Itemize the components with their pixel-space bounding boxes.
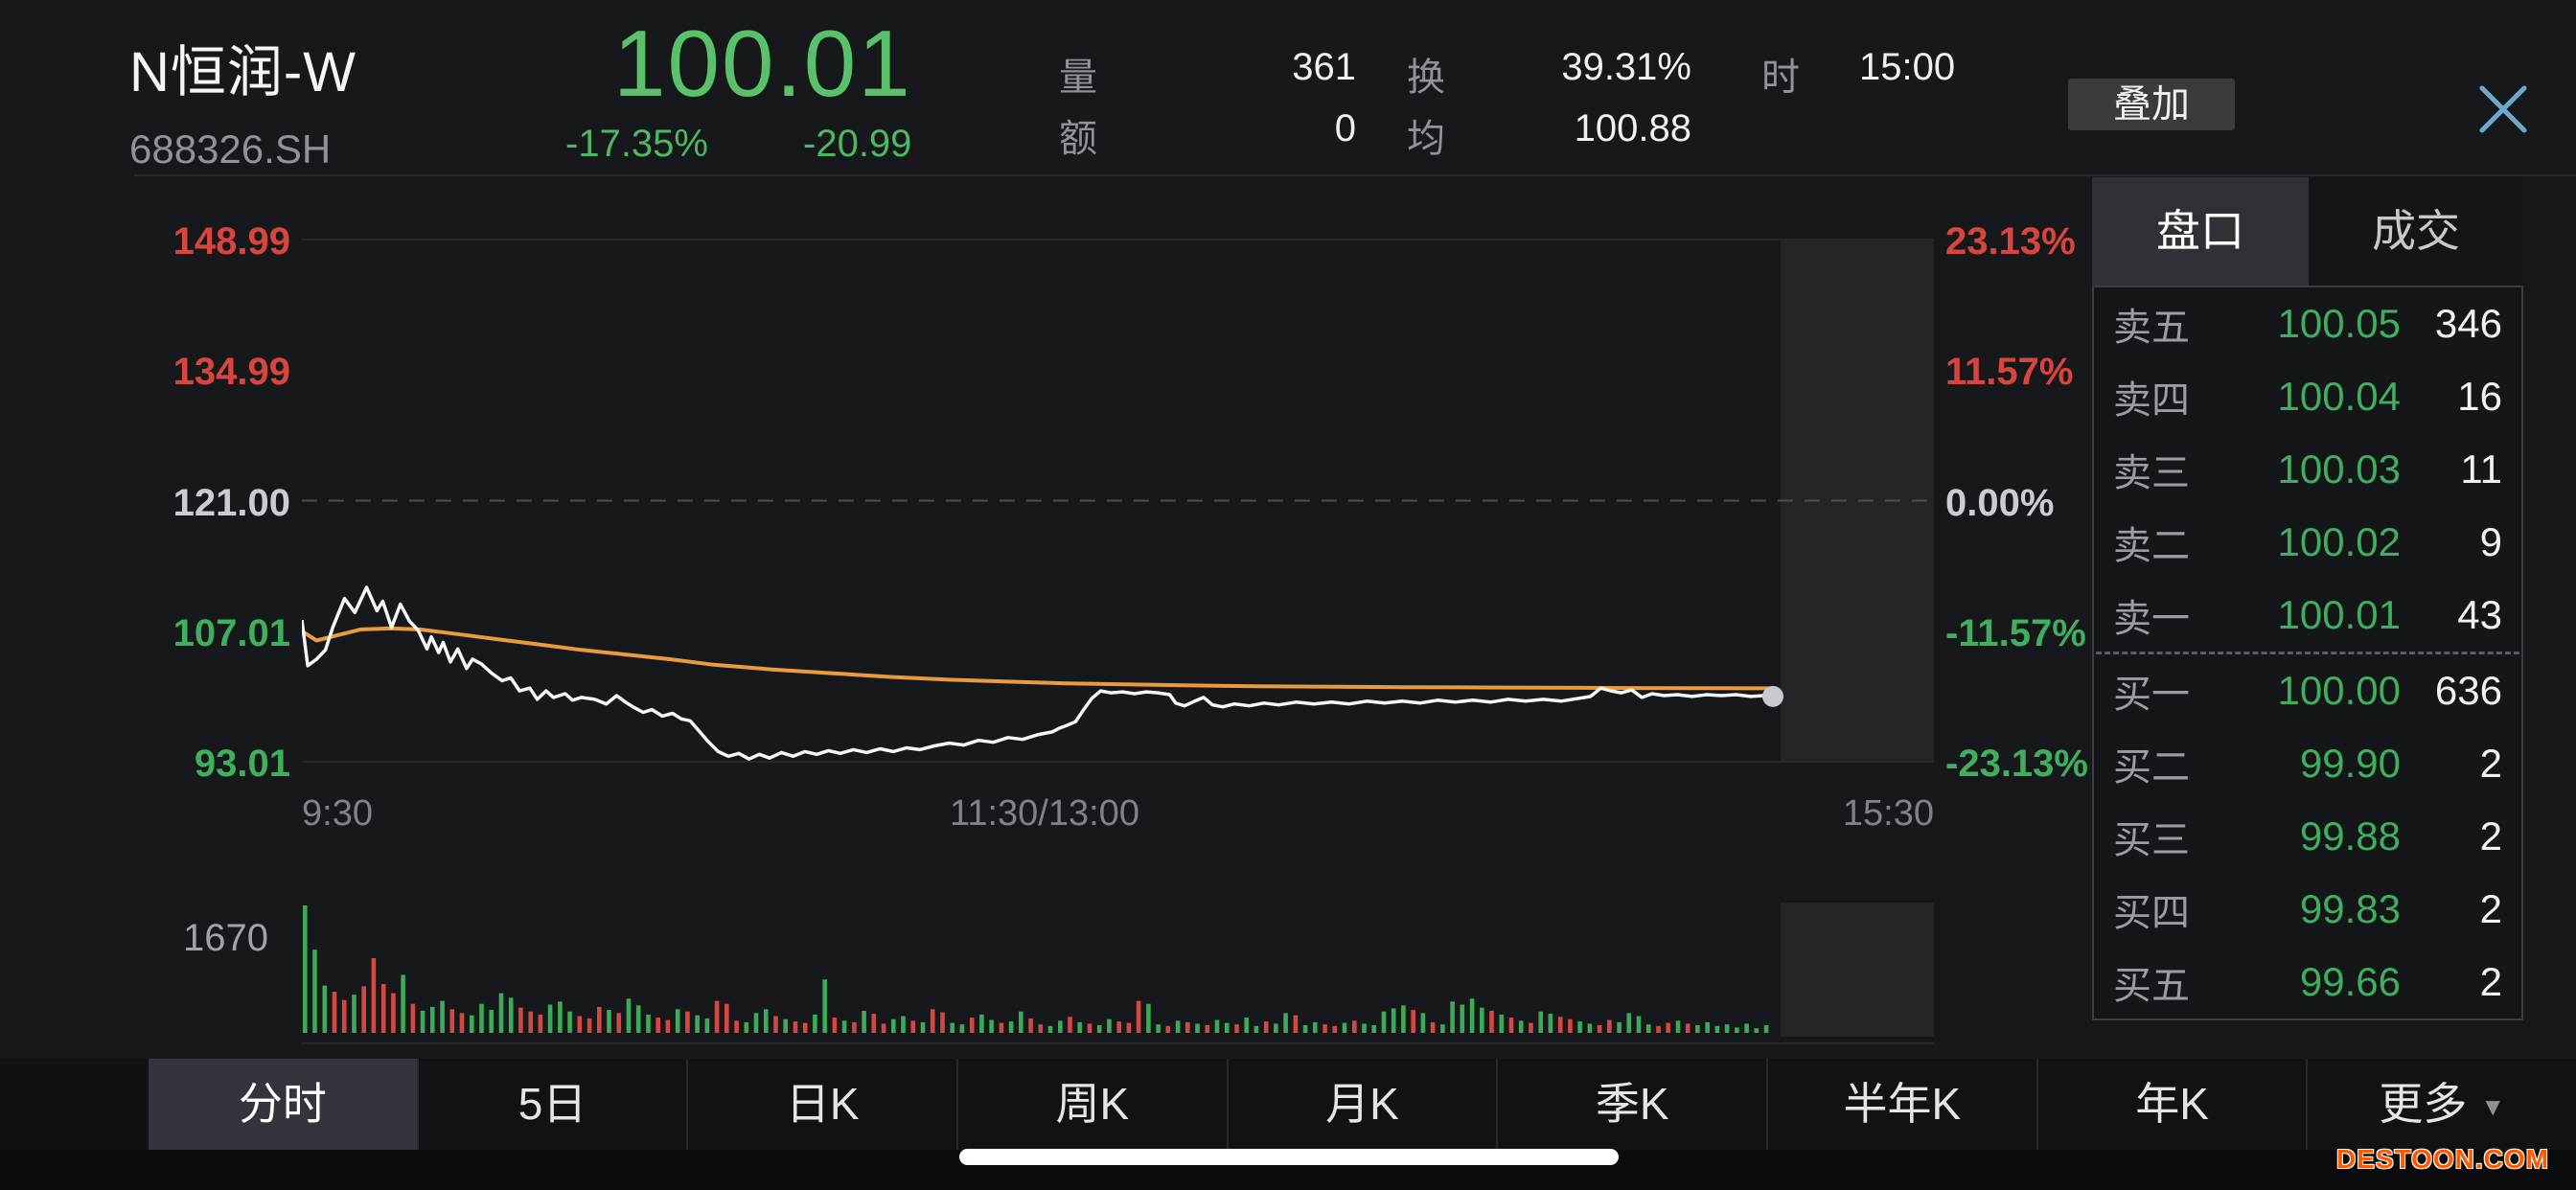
stat-value-time: 15:00 xyxy=(1859,46,1956,88)
y-axis-pct-zero: 0.00% xyxy=(1945,482,2055,524)
ask-volume: 346 xyxy=(2434,301,2502,346)
volume-axis-label: 1670 xyxy=(183,917,268,959)
tab-more-label: 更多 xyxy=(2379,1079,2468,1129)
ask-price: 100.05 xyxy=(2277,301,2401,346)
tab-yearly-k[interactable]: 年K xyxy=(2036,1059,2307,1150)
y-axis-price-107: 107.01 xyxy=(172,612,290,654)
ask-row-1[interactable]: 卖一 100.01 43 xyxy=(2094,579,2521,652)
change-percent: -17.35% xyxy=(565,123,708,165)
bid-volume: 2 xyxy=(2479,959,2502,1004)
ask-row-4[interactable]: 卖四 100.04 16 xyxy=(2094,360,2521,433)
bid-label: 买四 xyxy=(2113,892,2190,934)
stat-value-amount: 0 xyxy=(1334,107,1356,149)
stat-value-volume: 361 xyxy=(1292,46,1356,88)
ask-row-2[interactable]: 卖二 100.02 9 xyxy=(2094,506,2521,579)
stock-code: 688326.SH xyxy=(129,126,332,172)
tab-quarterly-k[interactable]: 季K xyxy=(1496,1059,1766,1150)
volume-chart[interactable] xyxy=(302,901,1934,1046)
tab-transactions[interactable]: 成交 xyxy=(2309,177,2523,286)
ask-price: 100.04 xyxy=(2277,374,2401,419)
bid-price: 99.83 xyxy=(2299,886,2401,931)
y-axis-pct-neg11: -11.57% xyxy=(1945,612,2086,654)
bid-label: 买一 xyxy=(2113,674,2190,716)
bid-label: 买二 xyxy=(2113,746,2190,789)
x-axis-open-time: 9:30 xyxy=(302,793,373,834)
y-axis-pct-neg23: -23.13% xyxy=(1945,743,2088,785)
ask-row-5[interactable]: 卖五 100.05 346 xyxy=(2094,287,2521,360)
stat-label-average: 均 xyxy=(1407,118,1445,160)
y-axis-price-134: 134.99 xyxy=(172,351,290,393)
stat-label-amount: 额 xyxy=(1059,118,1097,160)
bid-row-2[interactable]: 买二 99.90 2 xyxy=(2094,727,2521,800)
chevron-down-icon: ▼ xyxy=(2480,1092,2506,1122)
ask-label: 卖五 xyxy=(2113,307,2190,349)
ask-row-3[interactable]: 卖三 100.03 11 xyxy=(2094,433,2521,506)
ask-label: 卖一 xyxy=(2113,598,2190,640)
bid-row-3[interactable]: 买三 99.88 2 xyxy=(2094,800,2521,873)
ask-label: 卖三 xyxy=(2113,452,2190,494)
bid-volume: 636 xyxy=(2434,668,2502,713)
ask-volume: 11 xyxy=(2460,446,2502,492)
last-price: 100.01 xyxy=(613,11,912,116)
ask-price: 100.03 xyxy=(2277,446,2401,492)
bid-row-4[interactable]: 买四 99.83 2 xyxy=(2094,873,2521,946)
x-axis-close-time: 15:30 xyxy=(1842,793,1934,834)
y-axis-pct-pos23: 23.13% xyxy=(1945,220,2076,263)
ask-price: 100.01 xyxy=(2277,592,2401,637)
tab-halfyear-k[interactable]: 半年K xyxy=(1766,1059,2036,1150)
header-divider xyxy=(134,174,2576,176)
stat-label-turnover: 换 xyxy=(1407,57,1445,99)
bid-volume: 2 xyxy=(2479,886,2502,931)
bid-volume: 2 xyxy=(2479,741,2502,786)
bid-price: 100.00 xyxy=(2277,668,2401,713)
tab-more[interactable]: 更多 ▼ xyxy=(2306,1059,2576,1150)
change-value: -20.99 xyxy=(803,123,912,165)
stock-name: N恒润-W xyxy=(129,41,356,103)
stat-value-average: 100.88 xyxy=(1574,107,1691,149)
period-bar-left-gutter xyxy=(0,1059,149,1150)
tab-weekly-k[interactable]: 周K xyxy=(956,1059,1227,1150)
order-book-panel: 卖五 100.05 346 卖四 100.04 16 卖三 100.03 11 … xyxy=(2092,286,2523,1020)
y-axis-pct-pos11: 11.57% xyxy=(1945,351,2074,393)
bid-price: 99.90 xyxy=(2299,741,2401,786)
ask-label: 卖二 xyxy=(2113,525,2190,567)
bid-label: 买三 xyxy=(2113,819,2190,861)
tab-intraday[interactable]: 分时 xyxy=(149,1059,417,1150)
tab-order-book[interactable]: 盘口 xyxy=(2092,177,2309,286)
bid-row-1[interactable]: 买一 100.00 636 xyxy=(2094,654,2521,727)
watermark: DESTOON.COM xyxy=(2335,1144,2549,1174)
period-tab-bar: 分时 5日 日K 周K 月K 季K 半年K 年K 更多 ▼ xyxy=(149,1059,2576,1150)
bid-ask-divider xyxy=(2096,652,2519,654)
intraday-price-chart[interactable] xyxy=(302,235,1934,771)
stat-label-volume: 量 xyxy=(1059,57,1097,99)
ask-volume: 43 xyxy=(2457,592,2502,637)
bid-price: 99.88 xyxy=(2299,813,2401,858)
tab-5day[interactable]: 5日 xyxy=(416,1059,687,1150)
ask-volume: 16 xyxy=(2457,374,2502,419)
ask-volume: 9 xyxy=(2479,519,2502,564)
bid-volume: 2 xyxy=(2479,813,2502,858)
close-icon[interactable] xyxy=(2476,82,2530,136)
stat-label-time: 时 xyxy=(1761,57,1800,99)
y-axis-price-148: 148.99 xyxy=(172,220,290,263)
overlay-button[interactable]: 叠加 xyxy=(2068,79,2235,130)
home-indicator[interactable] xyxy=(959,1149,1619,1165)
y-axis-price-121: 121.00 xyxy=(172,482,290,524)
ask-price: 100.02 xyxy=(2277,519,2401,564)
stat-value-turnover: 39.31% xyxy=(1561,46,1691,88)
bid-row-5[interactable]: 买五 99.66 2 xyxy=(2094,946,2521,1018)
x-axis-mid-time: 11:30/13:00 xyxy=(950,793,1139,834)
y-axis-price-93: 93.01 xyxy=(194,743,290,785)
bid-label: 买五 xyxy=(2113,965,2190,1007)
bid-price: 99.66 xyxy=(2299,959,2401,1004)
tab-monthly-k[interactable]: 月K xyxy=(1226,1059,1497,1150)
ask-label: 卖四 xyxy=(2113,379,2190,422)
tab-daily-k[interactable]: 日K xyxy=(686,1059,956,1150)
